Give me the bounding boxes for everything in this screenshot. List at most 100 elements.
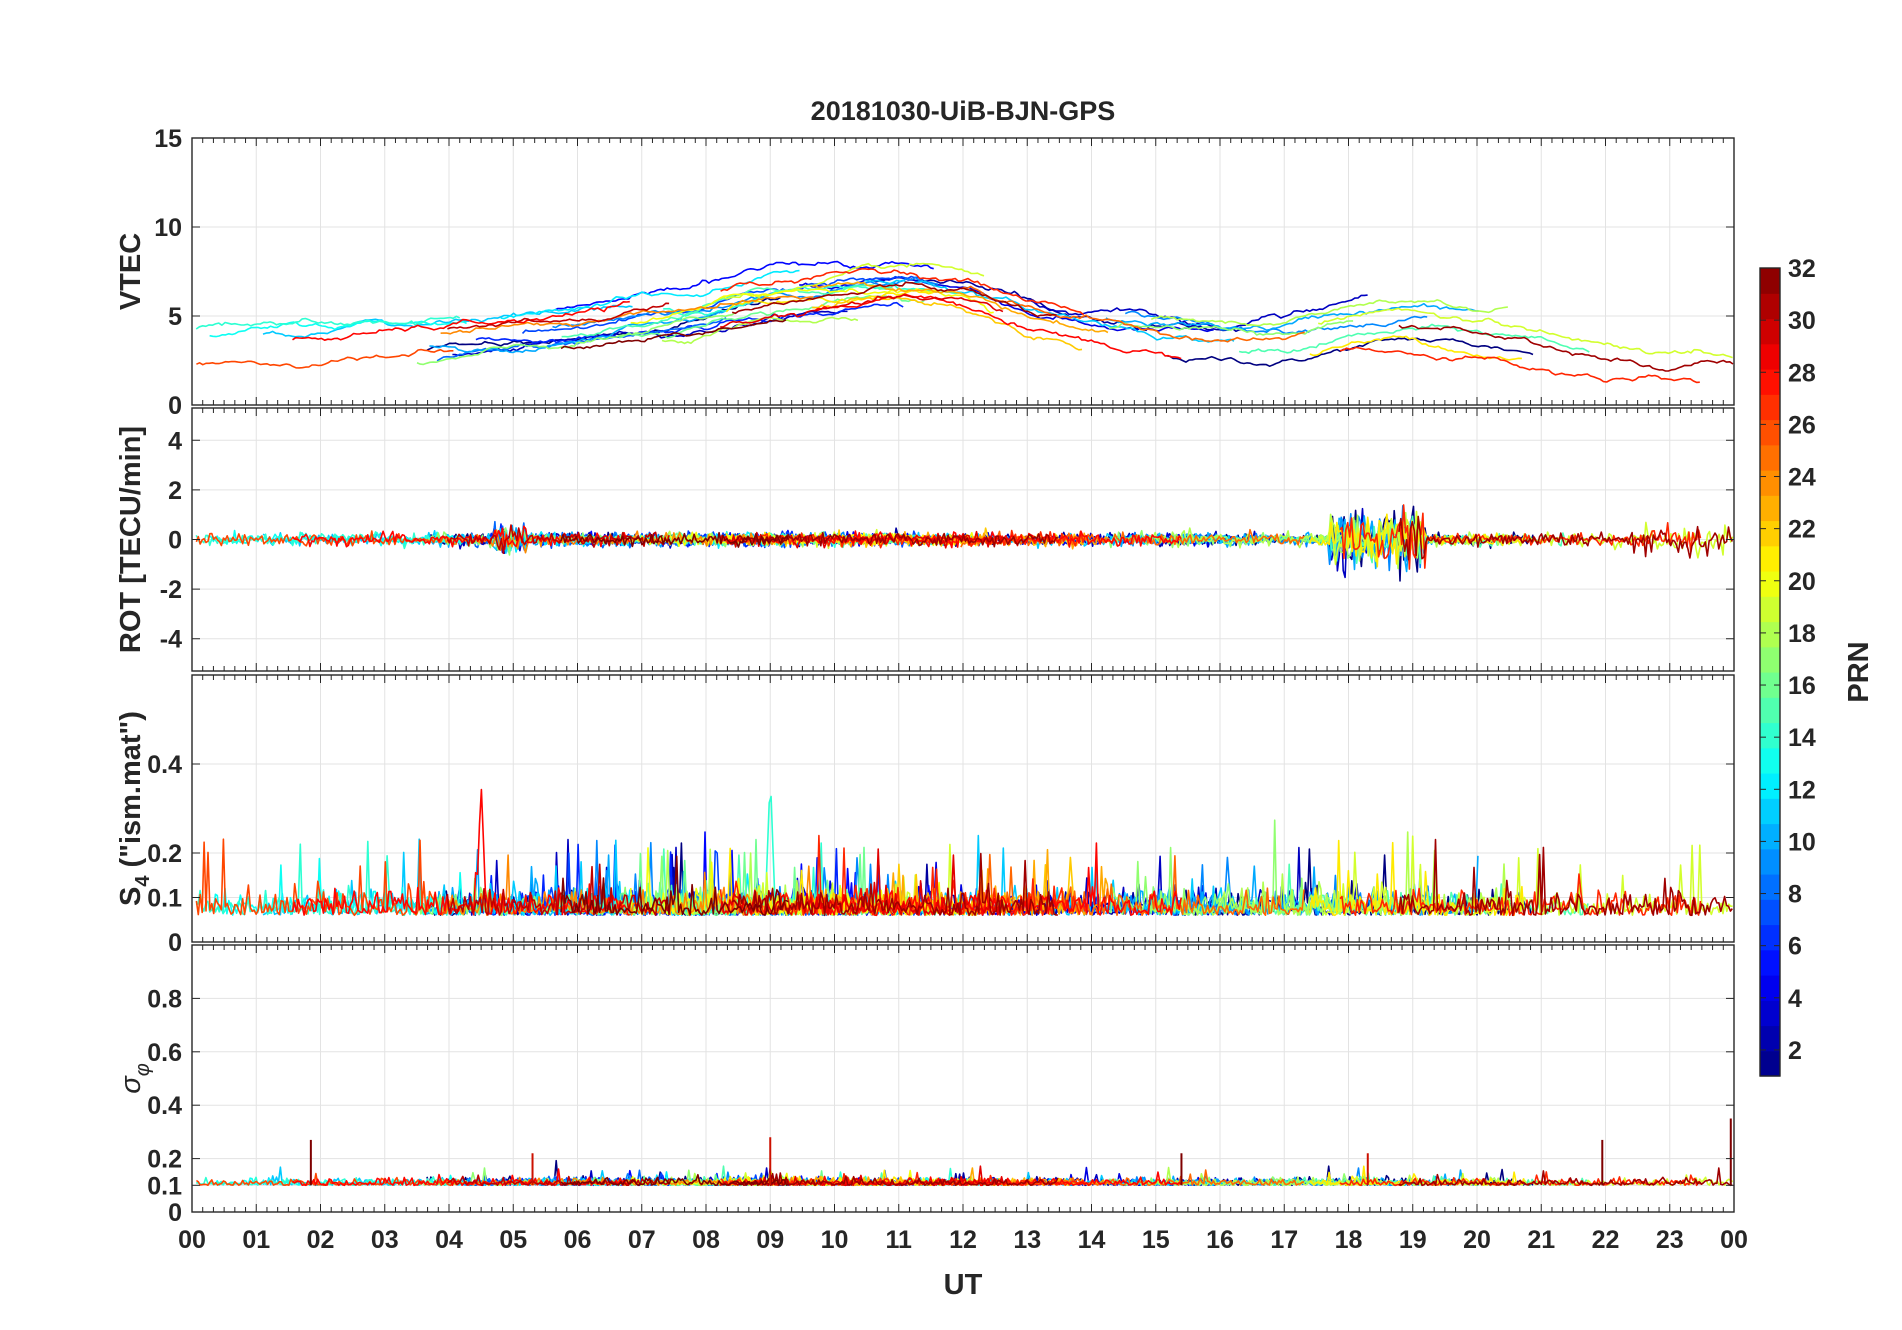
series-line-prn-30 xyxy=(446,863,670,917)
x-tick-label: 22 xyxy=(1592,1226,1620,1254)
colorbar-segment xyxy=(1760,571,1780,597)
y-tick-label: -2 xyxy=(160,576,182,604)
x-tick-label: 02 xyxy=(307,1226,335,1254)
x-tick-label: 18 xyxy=(1335,1226,1363,1254)
y-axis-title-main: S xyxy=(115,887,147,906)
y-tick-label: 0.6 xyxy=(147,1039,182,1067)
series-line-prn-19 xyxy=(1317,835,1733,917)
x-tick-label: 07 xyxy=(628,1226,656,1254)
colorbar-segment xyxy=(1760,722,1780,749)
x-tick-label: 01 xyxy=(242,1226,270,1254)
colorbar-tick-label: 4 xyxy=(1788,985,1802,1013)
series-line-prn-30 xyxy=(447,302,670,330)
panel-ticks xyxy=(191,137,1735,406)
panel-series xyxy=(195,504,1734,582)
series-line-prn-31 xyxy=(1398,515,1734,561)
colorbar-tick-label: 22 xyxy=(1788,516,1816,544)
colorbar-segment xyxy=(1760,369,1780,395)
colorbar-label: PRN xyxy=(1843,641,1875,702)
y-axis-title-main: σ xyxy=(115,1075,147,1094)
series-line-prn-23 xyxy=(812,281,1109,334)
colorbar-tick-label: 20 xyxy=(1788,568,1816,596)
series-line-prn-18 xyxy=(1150,511,1511,570)
series-line-prn-18 xyxy=(661,316,859,345)
colorbar-tick-label: 32 xyxy=(1788,255,1816,283)
series-line-prn-31 xyxy=(731,281,1057,318)
y-axis-title-rest: ("ism.mat") xyxy=(115,711,147,875)
colorbar-tick-label: 8 xyxy=(1788,881,1802,909)
colorbar-segment xyxy=(1760,419,1780,446)
colorbar-tick-label: 26 xyxy=(1788,411,1816,439)
series-line-prn-3 xyxy=(1027,294,1368,331)
chart-title: 20181030-UiB-BJN-GPS xyxy=(811,96,1116,126)
y-axis-title-sub: 4 xyxy=(132,875,154,887)
series-line-prn-28 xyxy=(292,300,630,342)
colorbar-segment xyxy=(1760,975,1780,1001)
series-line-prn-24 xyxy=(440,1176,816,1187)
series-line-prn-29 xyxy=(720,294,1004,328)
colorbar-segment xyxy=(1760,697,1780,724)
series-line-prn-32 xyxy=(560,1173,789,1187)
x-tick-label: 00 xyxy=(178,1226,206,1254)
x-tick-label: 04 xyxy=(435,1226,463,1254)
series-line-prn-26 xyxy=(196,348,454,369)
y-tick-label: -4 xyxy=(160,626,182,654)
y-tick-label: 0.4 xyxy=(147,1092,182,1120)
x-tick-label: 12 xyxy=(949,1226,977,1254)
x-tick-label: 23 xyxy=(1656,1226,1684,1254)
x-tick-label: 16 xyxy=(1206,1226,1234,1254)
y-tick-label: 15 xyxy=(154,125,182,153)
colorbar-segment xyxy=(1760,343,1780,370)
series-line-prn-11 xyxy=(262,304,633,339)
colorbar-tick-label: 6 xyxy=(1788,933,1802,961)
colorbar-segment xyxy=(1760,823,1780,850)
colorbar-segment xyxy=(1760,545,1780,572)
y-tick-label: 0 xyxy=(168,392,182,420)
colorbar-segment xyxy=(1760,924,1780,951)
series-line-prn-19 xyxy=(720,262,985,300)
colorbar-tick-label: 10 xyxy=(1788,828,1816,856)
panel-s4: 00.10.20.4S4 ("ism.mat") xyxy=(115,674,1735,957)
colorbar-segment xyxy=(1760,394,1780,421)
y-tick-label: 0.1 xyxy=(147,1172,182,1200)
y-tick-label: 10 xyxy=(154,214,182,242)
series-line-prn-31 xyxy=(731,1172,1059,1187)
y-tick-label: 0 xyxy=(168,929,182,957)
series-line-prn-7 xyxy=(521,275,925,334)
series-line-prn-5 xyxy=(554,260,934,311)
series-line-prn-31 xyxy=(1398,324,1734,372)
series-line-prn-32 xyxy=(560,531,790,548)
series-line-prn-32 xyxy=(560,855,789,916)
x-tick-label: 17 xyxy=(1270,1226,1298,1254)
colorbar-segment xyxy=(1760,773,1780,799)
x-tick-label: 08 xyxy=(692,1226,720,1254)
y-tick-label: 0.2 xyxy=(147,1146,182,1174)
series-line-prn-9 xyxy=(1124,310,1428,335)
y-tick-label: 0.4 xyxy=(147,751,182,779)
series-line-prn-2 xyxy=(872,276,1246,333)
colorbar-segment xyxy=(1760,470,1780,496)
series-line-prn-25 xyxy=(960,528,1305,548)
y-axis-title: ROT [TECU/min] xyxy=(115,426,147,653)
series-line-prn-18 xyxy=(1150,299,1508,327)
y-axis-title: VTEC xyxy=(115,233,147,310)
series-line-prn-31 xyxy=(731,531,1058,548)
colorbar-segment xyxy=(1760,747,1780,774)
x-tick-label: 05 xyxy=(499,1226,527,1254)
y-tick-label: 0 xyxy=(168,527,182,555)
series-line-prn-27 xyxy=(720,267,1085,316)
series-line-prn-31 xyxy=(1398,838,1733,917)
colorbar-segment xyxy=(1760,672,1780,698)
series-line-prn-31 xyxy=(1398,1167,1733,1187)
colorbar-frame xyxy=(1759,267,1781,1077)
colorbar-tick-label: 30 xyxy=(1788,307,1816,335)
series-line-prn-19 xyxy=(1318,307,1733,359)
series-line-prn-8 xyxy=(436,317,727,362)
y-axis-title-sub: φ xyxy=(132,1063,154,1076)
panel-series xyxy=(195,260,1734,384)
y-tick-label: 4 xyxy=(168,427,182,455)
panel-series xyxy=(195,1118,1734,1187)
colorbar-segment xyxy=(1760,848,1780,875)
